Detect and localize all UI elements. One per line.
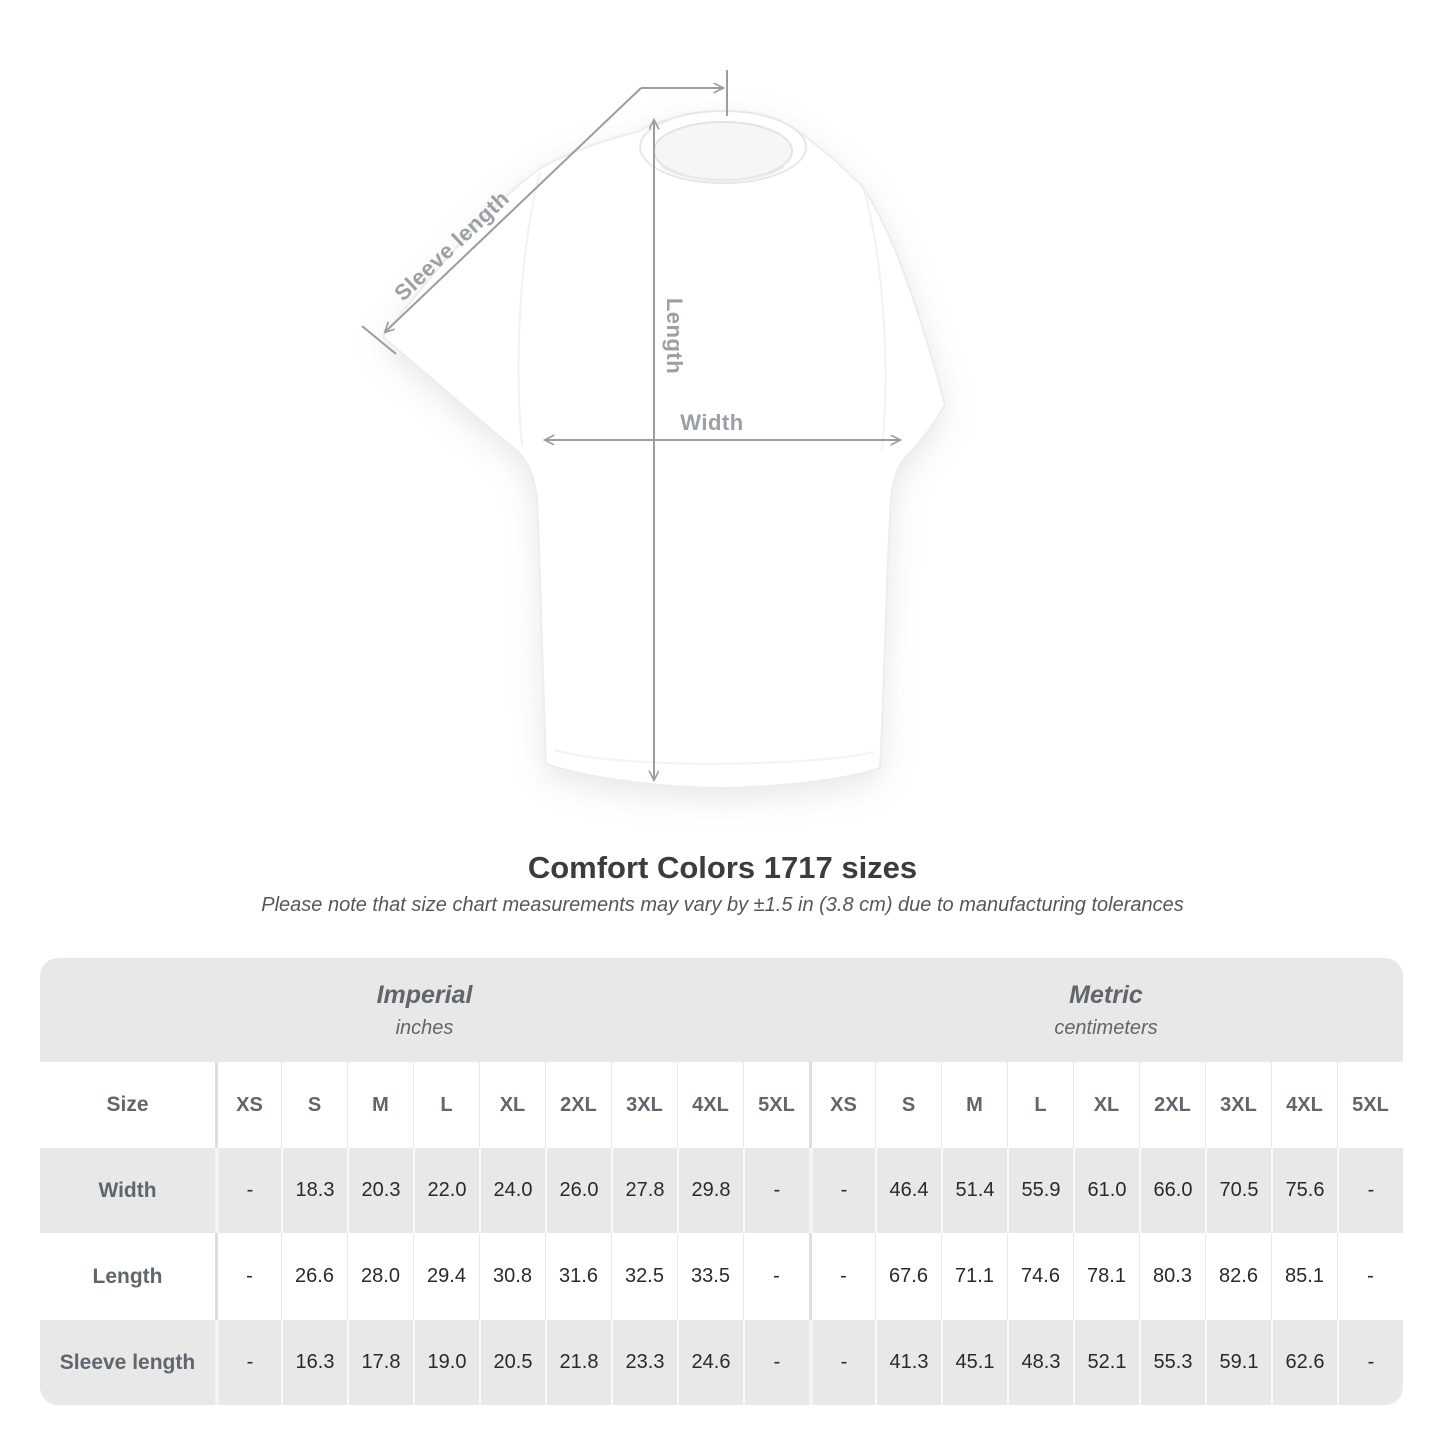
sleeve-length-line-diagonal (385, 87, 642, 332)
table-cell: 23.3 (611, 1320, 677, 1405)
width-label: Width (680, 410, 744, 435)
table-cell: 20.5 (479, 1320, 545, 1405)
sleeve-length-row: Sleeve length - 16.3 17.8 19.0 20.5 21.8… (40, 1320, 1403, 1405)
table-cell: 18.3 (281, 1148, 347, 1233)
table-cell: - (1337, 1233, 1403, 1320)
imperial-unit-name: Imperial (376, 980, 473, 1009)
size-header-cell: L (413, 1062, 479, 1148)
table-cell: - (743, 1233, 809, 1320)
table-cell: 75.6 (1271, 1148, 1337, 1233)
table-cell: 51.4 (941, 1148, 1007, 1233)
size-header-cell: L (1007, 1062, 1073, 1148)
size-header-cell: S (281, 1062, 347, 1148)
table-cell: 29.8 (677, 1148, 743, 1233)
table-cell: 74.6 (1007, 1233, 1073, 1320)
metric-unit-name: Metric (1069, 980, 1143, 1009)
collar-opening (653, 121, 793, 181)
table-cell: - (215, 1233, 281, 1320)
table-cell: 55.3 (1139, 1320, 1205, 1405)
table-cell: - (809, 1148, 875, 1233)
size-header-cell: 2XL (1139, 1062, 1205, 1148)
tshirt-image (381, 110, 947, 790)
size-header-cell: 3XL (1205, 1062, 1271, 1148)
table-cell: 78.1 (1073, 1233, 1139, 1320)
size-header-cell: XL (479, 1062, 545, 1148)
size-header-cell: S (875, 1062, 941, 1148)
table-cell: 71.1 (941, 1233, 1007, 1320)
table-cell: 59.1 (1205, 1320, 1271, 1405)
imperial-unit-sub: inches (395, 1016, 454, 1039)
table-cell: 66.0 (1139, 1148, 1205, 1233)
row-label: Sleeve length (59, 1350, 196, 1374)
table-cell: - (809, 1233, 875, 1320)
row-label: Length (92, 1264, 163, 1288)
table-cell: 20.3 (347, 1148, 413, 1233)
table-cell: 19.0 (413, 1320, 479, 1405)
table-cell: 61.0 (1073, 1148, 1139, 1233)
size-header-cell: XL (1073, 1062, 1139, 1148)
table-cell: - (1337, 1320, 1403, 1405)
table-cell: - (809, 1320, 875, 1405)
table-cell: 29.4 (413, 1233, 479, 1320)
table-cell: - (743, 1148, 809, 1233)
size-table: Imperial inches Metric centimeters Size … (40, 958, 1403, 1405)
tshirt-measurement-diagram (361, 70, 947, 790)
table-cell: 26.6 (281, 1233, 347, 1320)
size-header-cell: XS (215, 1062, 281, 1148)
size-header-cell: 4XL (677, 1062, 743, 1148)
table-cell: 41.3 (875, 1320, 941, 1405)
table-cell: 24.0 (479, 1148, 545, 1233)
table-cell: 80.3 (1139, 1233, 1205, 1320)
row-label: Width (98, 1178, 157, 1202)
table-cell: 48.3 (1007, 1320, 1073, 1405)
table-cell: 45.1 (941, 1320, 1007, 1405)
size-header-cell: XS (809, 1062, 875, 1148)
table-cell: 33.5 (677, 1233, 743, 1320)
length-row: Length - 26.6 28.0 29.4 30.8 31.6 32.5 3… (40, 1233, 1403, 1320)
table-cell: 70.5 (1205, 1148, 1271, 1233)
metric-unit-header: Metric centimeters (809, 958, 1403, 1062)
table-cell: 22.0 (413, 1148, 479, 1233)
table-cell: 46.4 (875, 1148, 941, 1233)
table-cell: 24.6 (677, 1320, 743, 1405)
size-header-cell: 2XL (545, 1062, 611, 1148)
table-cell: 30.8 (479, 1233, 545, 1320)
table-cell: 52.1 (1073, 1320, 1139, 1405)
table-cell: 67.6 (875, 1233, 941, 1320)
table-cell: - (215, 1320, 281, 1405)
table-cell: 82.6 (1205, 1233, 1271, 1320)
table-cell: 26.0 (545, 1148, 611, 1233)
size-header-cell: M (941, 1062, 1007, 1148)
table-cell: 28.0 (347, 1233, 413, 1320)
table-cell: - (1337, 1148, 1403, 1233)
size-header-cell: 4XL (1271, 1062, 1337, 1148)
table-cell: - (215, 1148, 281, 1233)
table-cell: 17.8 (347, 1320, 413, 1405)
size-header-row: Size XS S M L XL 2XL 3XL 4XL 5XL XS S M … (40, 1062, 1403, 1148)
table-cell: 16.3 (281, 1320, 347, 1405)
table-cell: 85.1 (1271, 1233, 1337, 1320)
table-cell: 21.8 (545, 1320, 611, 1405)
imperial-unit-header: Imperial inches (40, 958, 809, 1062)
metric-unit-sub: centimeters (1054, 1016, 1158, 1039)
table-cell: - (743, 1320, 809, 1405)
table-cell: 55.9 (1007, 1148, 1073, 1233)
unit-header-row: Imperial inches Metric centimeters (40, 958, 1403, 1062)
tolerance-note: Please note that size chart measurements… (261, 894, 1184, 916)
measurement-lines (361, 70, 900, 780)
size-column-header: Size (106, 1093, 149, 1116)
length-label: Length (662, 297, 687, 375)
size-header-cell: 5XL (1337, 1062, 1403, 1148)
size-header-cell: M (347, 1062, 413, 1148)
size-header-cell: 5XL (743, 1062, 809, 1148)
width-row: Width - 18.3 20.3 22.0 24.0 26.0 27.8 29… (40, 1148, 1403, 1233)
page-title: Comfort Colors 1717 sizes (527, 850, 918, 885)
table-cell: 27.8 (611, 1148, 677, 1233)
table-cell: 31.6 (545, 1233, 611, 1320)
table-cell: 62.6 (1271, 1320, 1337, 1405)
size-header-cell: 3XL (611, 1062, 677, 1148)
sleeve-cuff-tick (361, 325, 397, 355)
table-cell: 32.5 (611, 1233, 677, 1320)
